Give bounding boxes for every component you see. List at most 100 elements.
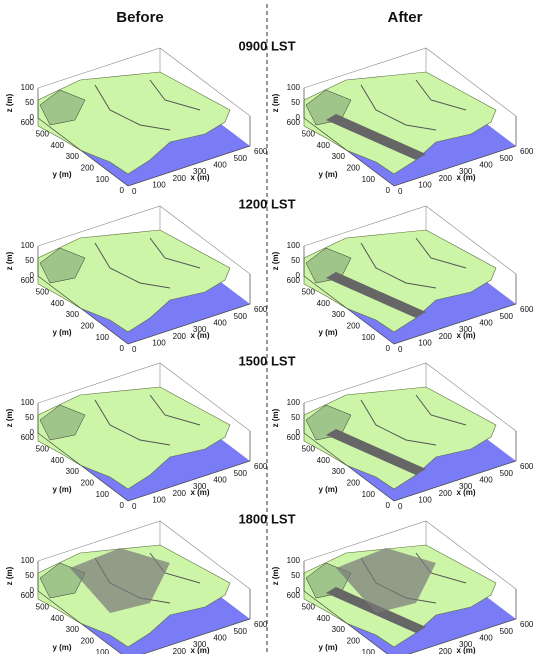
x-tick-label: 100 <box>152 495 166 504</box>
z-axis-label: z (m) <box>5 93 14 112</box>
y-tick-label: 500 <box>36 444 50 453</box>
x-tick-label: 400 <box>479 160 493 169</box>
z-axis-label: z (m) <box>5 566 14 585</box>
y-tick-label: 500 <box>36 602 50 611</box>
y-tick-label: 500 <box>302 444 316 453</box>
x-tick-label: 500 <box>500 154 514 163</box>
y-tick-label: 0 <box>120 344 125 353</box>
x-tick-label: 500 <box>500 312 514 321</box>
x-tick-label: 500 <box>500 627 514 636</box>
z-tick-label: 50 <box>25 413 34 422</box>
x-tick-label: 200 <box>173 489 187 498</box>
y-tick-label: 100 <box>362 648 376 654</box>
x-tick-label: 200 <box>439 489 453 498</box>
x-tick-label: 0 <box>398 187 403 196</box>
column-header: Before <box>116 9 164 26</box>
y-tick-label: 600 <box>287 276 301 285</box>
y-tick-label: 600 <box>21 591 35 600</box>
y-axis-label: y (m) <box>52 643 71 652</box>
y-tick-label: 500 <box>302 602 316 611</box>
x-tick-label: 400 <box>479 318 493 327</box>
y-tick-label: 300 <box>332 152 346 161</box>
panel: 100500z (m)6005004003002001000y (m)01002… <box>5 363 268 511</box>
x-tick-label: 600 <box>254 620 268 629</box>
y-tick-label: 200 <box>81 321 95 330</box>
x-tick-label: 500 <box>234 312 248 321</box>
y-tick-label: 100 <box>96 490 110 499</box>
y-tick-label: 200 <box>347 321 361 330</box>
y-tick-label: 300 <box>66 625 80 634</box>
x-tick-label: 600 <box>254 462 268 471</box>
x-tick-label: 100 <box>418 180 432 189</box>
y-axis-label: y (m) <box>318 328 337 337</box>
x-tick-label: 200 <box>173 332 187 341</box>
x-axis-label: x (m) <box>190 646 209 654</box>
x-tick-label: 0 <box>132 502 137 511</box>
y-tick-label: 400 <box>51 299 65 308</box>
panel: 100500z (m)6005004003002001000y (m)01002… <box>271 521 533 654</box>
y-tick-label: 500 <box>302 287 316 296</box>
x-tick-label: 500 <box>500 469 514 478</box>
y-tick-label: 400 <box>317 141 331 150</box>
x-tick-label: 100 <box>152 180 166 189</box>
panel: 100500z (m)6005004003002001000y (m)01002… <box>5 521 268 654</box>
x-tick-label: 400 <box>479 475 493 484</box>
y-tick-label: 600 <box>21 433 35 442</box>
z-axis-label: z (m) <box>271 566 280 585</box>
z-tick-label: 100 <box>21 83 35 92</box>
x-tick-label: 200 <box>439 647 453 654</box>
x-tick-label: 200 <box>173 174 187 183</box>
y-tick-label: 0 <box>386 344 391 353</box>
x-tick-label: 500 <box>234 627 248 636</box>
y-tick-label: 200 <box>347 163 361 172</box>
z-tick-label: 100 <box>287 556 301 565</box>
x-tick-label: 400 <box>213 475 227 484</box>
y-tick-label: 200 <box>81 478 95 487</box>
x-tick-label: 600 <box>520 147 533 156</box>
y-tick-label: 200 <box>81 163 95 172</box>
x-tick-label: 200 <box>439 174 453 183</box>
y-tick-label: 300 <box>332 310 346 319</box>
x-axis-label: x (m) <box>456 646 475 654</box>
x-tick-label: 600 <box>520 305 533 314</box>
x-axis-label: x (m) <box>190 488 209 497</box>
time-label: 1500 LST <box>238 353 295 368</box>
y-tick-label: 100 <box>96 648 110 654</box>
x-tick-label: 100 <box>152 338 166 347</box>
x-tick-label: 200 <box>173 647 187 654</box>
z-axis-label: z (m) <box>5 251 14 270</box>
x-tick-label: 0 <box>398 502 403 511</box>
z-tick-label: 100 <box>21 556 35 565</box>
z-tick-label: 100 <box>21 398 35 407</box>
y-tick-label: 400 <box>317 299 331 308</box>
y-tick-label: 0 <box>386 501 391 510</box>
column-header: After <box>387 9 422 26</box>
z-tick-label: 100 <box>21 241 35 250</box>
z-tick-label: 50 <box>25 256 34 265</box>
z-axis-label: z (m) <box>271 408 280 427</box>
y-axis-label: y (m) <box>318 485 337 494</box>
y-axis-label: y (m) <box>52 328 71 337</box>
y-tick-label: 600 <box>21 118 35 127</box>
y-tick-label: 300 <box>66 310 80 319</box>
panel: 100500z (m)6005004003002001000y (m)01002… <box>5 48 268 196</box>
y-tick-label: 200 <box>81 636 95 645</box>
y-tick-label: 600 <box>287 118 301 127</box>
y-tick-label: 0 <box>120 186 125 195</box>
y-axis-label: y (m) <box>52 485 71 494</box>
x-tick-label: 100 <box>418 338 432 347</box>
y-tick-label: 400 <box>51 614 65 623</box>
x-axis-label: x (m) <box>456 331 475 340</box>
y-tick-label: 300 <box>66 467 80 476</box>
y-tick-label: 200 <box>347 478 361 487</box>
y-tick-label: 400 <box>51 141 65 150</box>
x-tick-label: 600 <box>254 305 268 314</box>
x-tick-label: 0 <box>132 345 137 354</box>
x-tick-label: 400 <box>213 160 227 169</box>
y-tick-label: 100 <box>96 333 110 342</box>
z-tick-label: 50 <box>25 571 34 580</box>
time-label: 0900 LST <box>238 38 295 53</box>
y-tick-label: 500 <box>36 287 50 296</box>
y-tick-label: 600 <box>287 591 301 600</box>
